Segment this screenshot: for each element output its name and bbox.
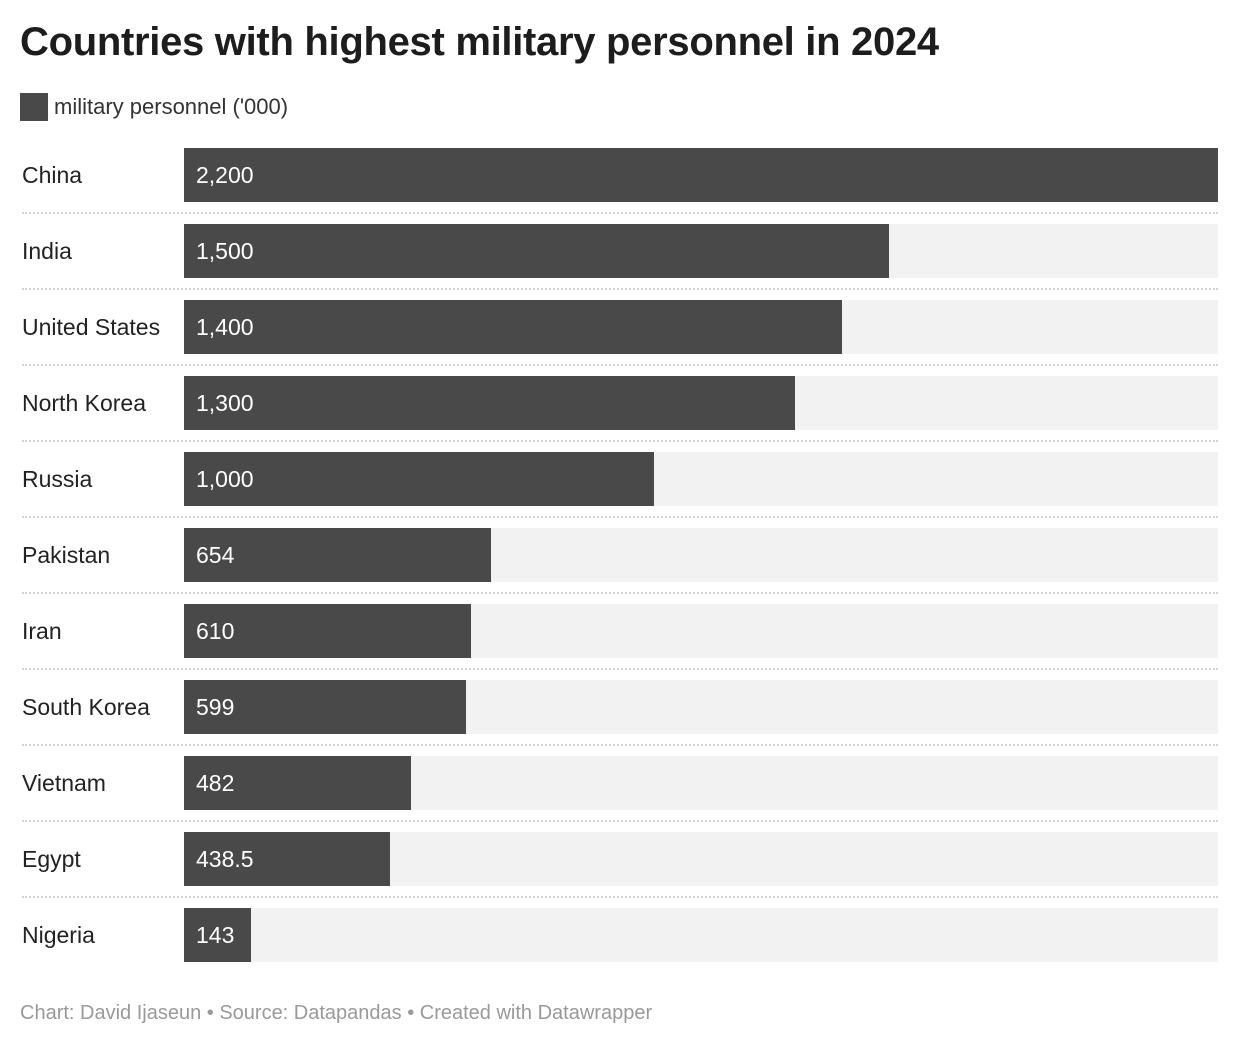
bar xyxy=(184,528,492,582)
bar-track: 143 xyxy=(184,908,1218,962)
footer-credits: Chart: David Ijaseun • Source: Datapanda… xyxy=(20,1002,653,1024)
bar-track: 654 xyxy=(184,528,1218,582)
category-label: South Korea xyxy=(22,694,150,720)
bar-track: 482 xyxy=(184,756,1218,810)
bar-track: 1,500 xyxy=(184,224,1218,278)
bar-track: 1,000 xyxy=(184,452,1218,506)
bar xyxy=(184,224,889,278)
value-label: 143 xyxy=(196,922,235,948)
bar xyxy=(184,680,466,734)
legend-swatch xyxy=(20,93,48,121)
category-label: United States xyxy=(22,314,161,340)
category-label: Russia xyxy=(22,466,93,492)
value-label: 438.5 xyxy=(196,846,254,872)
category-label: India xyxy=(22,238,72,264)
bar xyxy=(184,452,654,506)
bar-row: India 1,500 xyxy=(0,212,1240,288)
category-label: North Korea xyxy=(22,390,147,416)
value-label: 2,200 xyxy=(196,162,254,188)
bar-row: Russia 1,000 xyxy=(0,440,1240,516)
row-separator xyxy=(22,744,1218,746)
bar-track: 1,400 xyxy=(184,300,1218,354)
row-separator xyxy=(22,364,1218,366)
bar-row: Nigeria 143 xyxy=(0,896,1240,972)
bar-row: North Korea 1,300 xyxy=(0,364,1240,440)
row-separator xyxy=(22,212,1218,214)
bar xyxy=(184,832,391,886)
category-label: Egypt xyxy=(22,846,81,872)
bar-track: 599 xyxy=(184,680,1218,734)
row-separator xyxy=(22,516,1218,518)
value-label: 1,400 xyxy=(196,314,254,340)
category-label: China xyxy=(22,162,83,188)
row-separator xyxy=(22,440,1218,442)
bar-row: Iran 610 xyxy=(0,592,1240,668)
bar xyxy=(184,376,795,430)
value-label: 1,300 xyxy=(196,390,254,416)
row-separator xyxy=(22,896,1218,898)
value-label: 482 xyxy=(196,770,235,796)
legend-label: military personnel ('000) xyxy=(54,94,289,119)
bar-row: China 2,200 xyxy=(0,136,1240,212)
row-separator xyxy=(22,592,1218,594)
bar-row: Egypt 438.5 xyxy=(0,820,1240,896)
value-label: 610 xyxy=(196,618,235,644)
bar xyxy=(184,908,252,962)
row-separator xyxy=(22,668,1218,670)
bar xyxy=(184,148,1218,202)
category-label: Pakistan xyxy=(22,542,111,568)
row-separator xyxy=(22,288,1218,290)
bar xyxy=(184,756,411,810)
value-label: 654 xyxy=(196,542,235,568)
bar-row: South Korea 599 xyxy=(0,668,1240,744)
bar-track: 610 xyxy=(184,604,1218,658)
category-label: Vietnam xyxy=(22,770,106,796)
category-label: Nigeria xyxy=(22,922,95,948)
bar-row: United States 1,400 xyxy=(0,288,1240,364)
row-separator xyxy=(22,820,1218,822)
bar-track: 438.5 xyxy=(184,832,1218,886)
bar-row: Pakistan 654 xyxy=(0,516,1240,592)
bar xyxy=(184,300,842,354)
chart-title: Countries with highest military personne… xyxy=(20,20,939,64)
value-label: 599 xyxy=(196,694,235,720)
bar-track: 1,300 xyxy=(184,376,1218,430)
category-label: Iran xyxy=(22,618,62,644)
bar xyxy=(184,604,471,658)
value-label: 1,500 xyxy=(196,238,254,264)
value-label: 1,000 xyxy=(196,466,254,492)
bar-track: 2,200 xyxy=(184,148,1218,202)
legend: military personnel ('000) xyxy=(20,93,288,121)
bar-row: Vietnam 482 xyxy=(0,744,1240,820)
